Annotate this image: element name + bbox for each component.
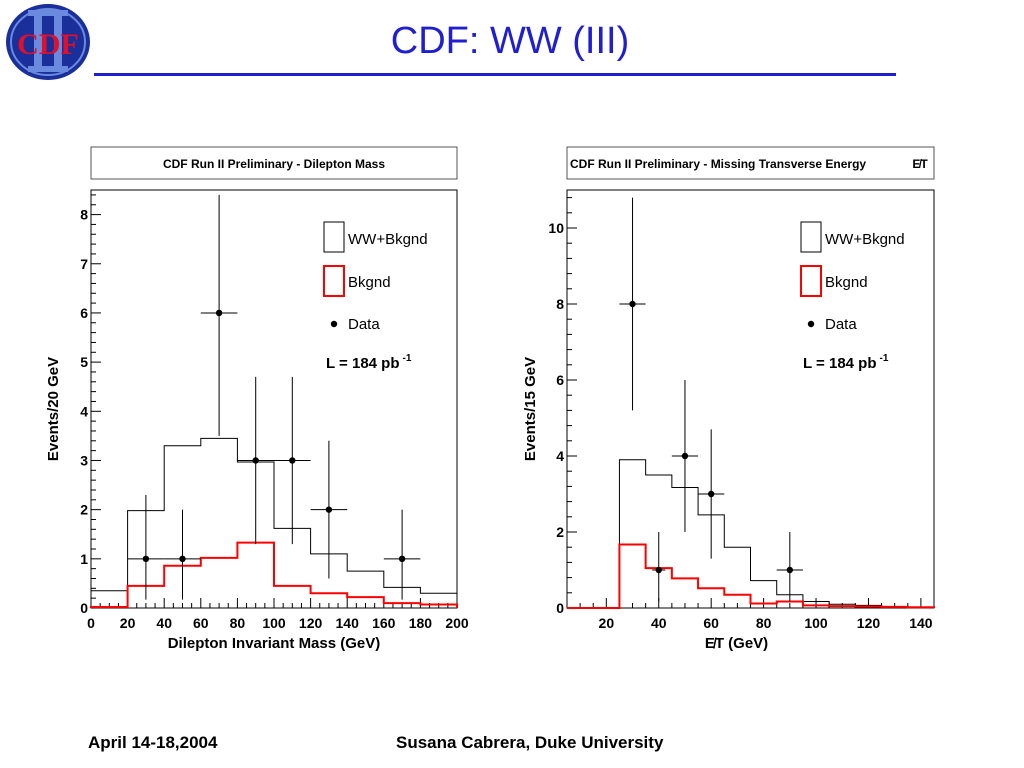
chart2-y-tick-label: 4 [556,448,564,464]
cdf-logo: CDF [4,2,92,82]
footer-date: April 14-18,2004 [88,733,218,752]
chart2-bkgnd-histogram [567,543,935,609]
chart2-data-marker [786,566,794,574]
met-chart: CDF Run II Preliminary - Missing Transve… [522,146,935,652]
chart1-data-point [164,509,201,600]
chart1-data-point [383,509,421,600]
chart2-data-point [776,532,803,602]
title-divider [94,73,896,76]
chart1-data-marker [142,555,150,563]
chart1-y-tick-label: 2 [80,502,88,518]
chart1-data-point [274,376,311,545]
chart2-x-axis-label: E̸T (GeV) [705,635,768,652]
chart2-y-tick-label: 6 [556,372,564,388]
chart1-x-tick-label: 200 [445,615,469,631]
footer-author: Susana Cabrera, Duke University [396,733,664,752]
chart2-title-symbol: E̸T [912,157,928,171]
chart2-x-tick-label: 120 [857,615,881,631]
chart2-x-tick-label: 40 [651,615,667,631]
chart2-data-marker [707,490,715,498]
chart2-data-point [652,532,666,602]
chart1-data-point [127,494,165,600]
chart1-y-axis-label: Events/20 GeV [45,357,62,461]
chart2-luminosity-annotation: L = 184 pb -1 [803,353,889,372]
chart2-plot-frame [566,189,935,609]
chart1-x-tick-label: 0 [87,615,95,631]
chart1-y-tick-label: 4 [80,403,88,419]
chart2-legend-ww-swatch [800,221,822,253]
chart1-data-marker [325,506,333,513]
chart2-x-tick-label: 100 [804,615,828,631]
chart1-x-tick-label: 180 [409,615,433,631]
chart2-legend-data-label: Data [825,316,857,333]
chart1-x-tick-label: 20 [120,615,136,631]
chart2-data-point [698,429,725,559]
chart1-data-marker [252,457,259,464]
chart2-legend-ww-label: WW+Bkgnd [825,231,905,248]
chart1-data-marker [179,555,186,563]
chart2-data-point [619,197,646,411]
chart2-y-tick-label: 2 [556,524,564,540]
chart1-data-marker [398,555,406,563]
chart1-x-tick-label: 120 [299,615,323,631]
slide-title: CDF: WW (III) [390,20,630,62]
chart2-x-tick-label: 60 [703,615,719,631]
chart2-legend-data-marker [807,320,815,328]
chart1-data-point [200,194,238,436]
chart1-y-tick-label: 8 [80,207,88,223]
chart2-y-tick-label: 8 [556,296,564,312]
chart1-y-tick-label: 3 [80,452,88,468]
chart1-y-tick-label: 1 [80,551,88,567]
chart1-data-marker [215,309,223,317]
dilepton-mass-chart: CDF Run II Preliminary - Dilepton Mass 0 1… [45,146,469,652]
chart2-title-box [566,146,935,180]
chart1-x-axis-label: Dilepton Invariant Mass (GeV) [168,635,381,652]
chart2-y-tick-label: 0 [556,600,564,616]
chart1-data-point [310,440,348,579]
chart2-data-marker [681,452,689,460]
chart1-x-tick-label: 100 [262,615,286,631]
chart1-legend-data-marker [330,320,338,328]
chart1-legend-ww-swatch [323,221,345,253]
chart2-legend-bkg-swatch [800,265,822,297]
chart1-y-tick-label: 6 [80,305,88,321]
chart1-legend-ww-label: WW+Bkgnd [348,231,428,248]
chart1-x-tick-label: 140 [336,615,360,631]
logo-text: CDF [17,28,79,61]
chart1-y-tick-label: 0 [80,600,88,616]
chart2-title: CDF Run II Preliminary - Missing Transve… [570,157,866,171]
chart1-y-tick-label: 5 [80,354,88,370]
chart1-y-tick-label: 7 [80,256,88,272]
chart1-x-tick-label: 80 [230,615,246,631]
chart1-x-tick-label: 160 [372,615,396,631]
chart2-y-tick-label: 10 [548,220,564,236]
chart2-y-axis-label: Events/15 GeV [522,357,539,461]
chart1-legend-data-label: Data [348,316,380,333]
chart1-plot-frame [90,189,458,609]
chart1-data-point [237,376,274,545]
chart2-x-tick-label: 140 [909,615,933,631]
chart1-data-marker [289,457,296,464]
chart2-data-marker [629,300,636,308]
chart1-legend-bkg-swatch [323,265,345,297]
chart1-luminosity-annotation: L = 184 pb -1 [326,353,412,372]
chart2-legend-bkg-label: Bkgnd [825,274,868,291]
chart1-title: CDF Run II Preliminary - Dilepton Mass [163,157,385,171]
chart2-x-tick-label: 80 [756,615,772,631]
chart1-legend-bkg-label: Bkgnd [348,274,391,291]
chart2-data-point [671,380,699,532]
chart1-x-tick-label: 40 [156,615,172,631]
chart1-title-box [90,146,458,180]
chart2-x-tick-label: 20 [599,615,615,631]
chart1-x-tick-label: 60 [193,615,209,631]
chart2-data-marker [655,566,662,574]
